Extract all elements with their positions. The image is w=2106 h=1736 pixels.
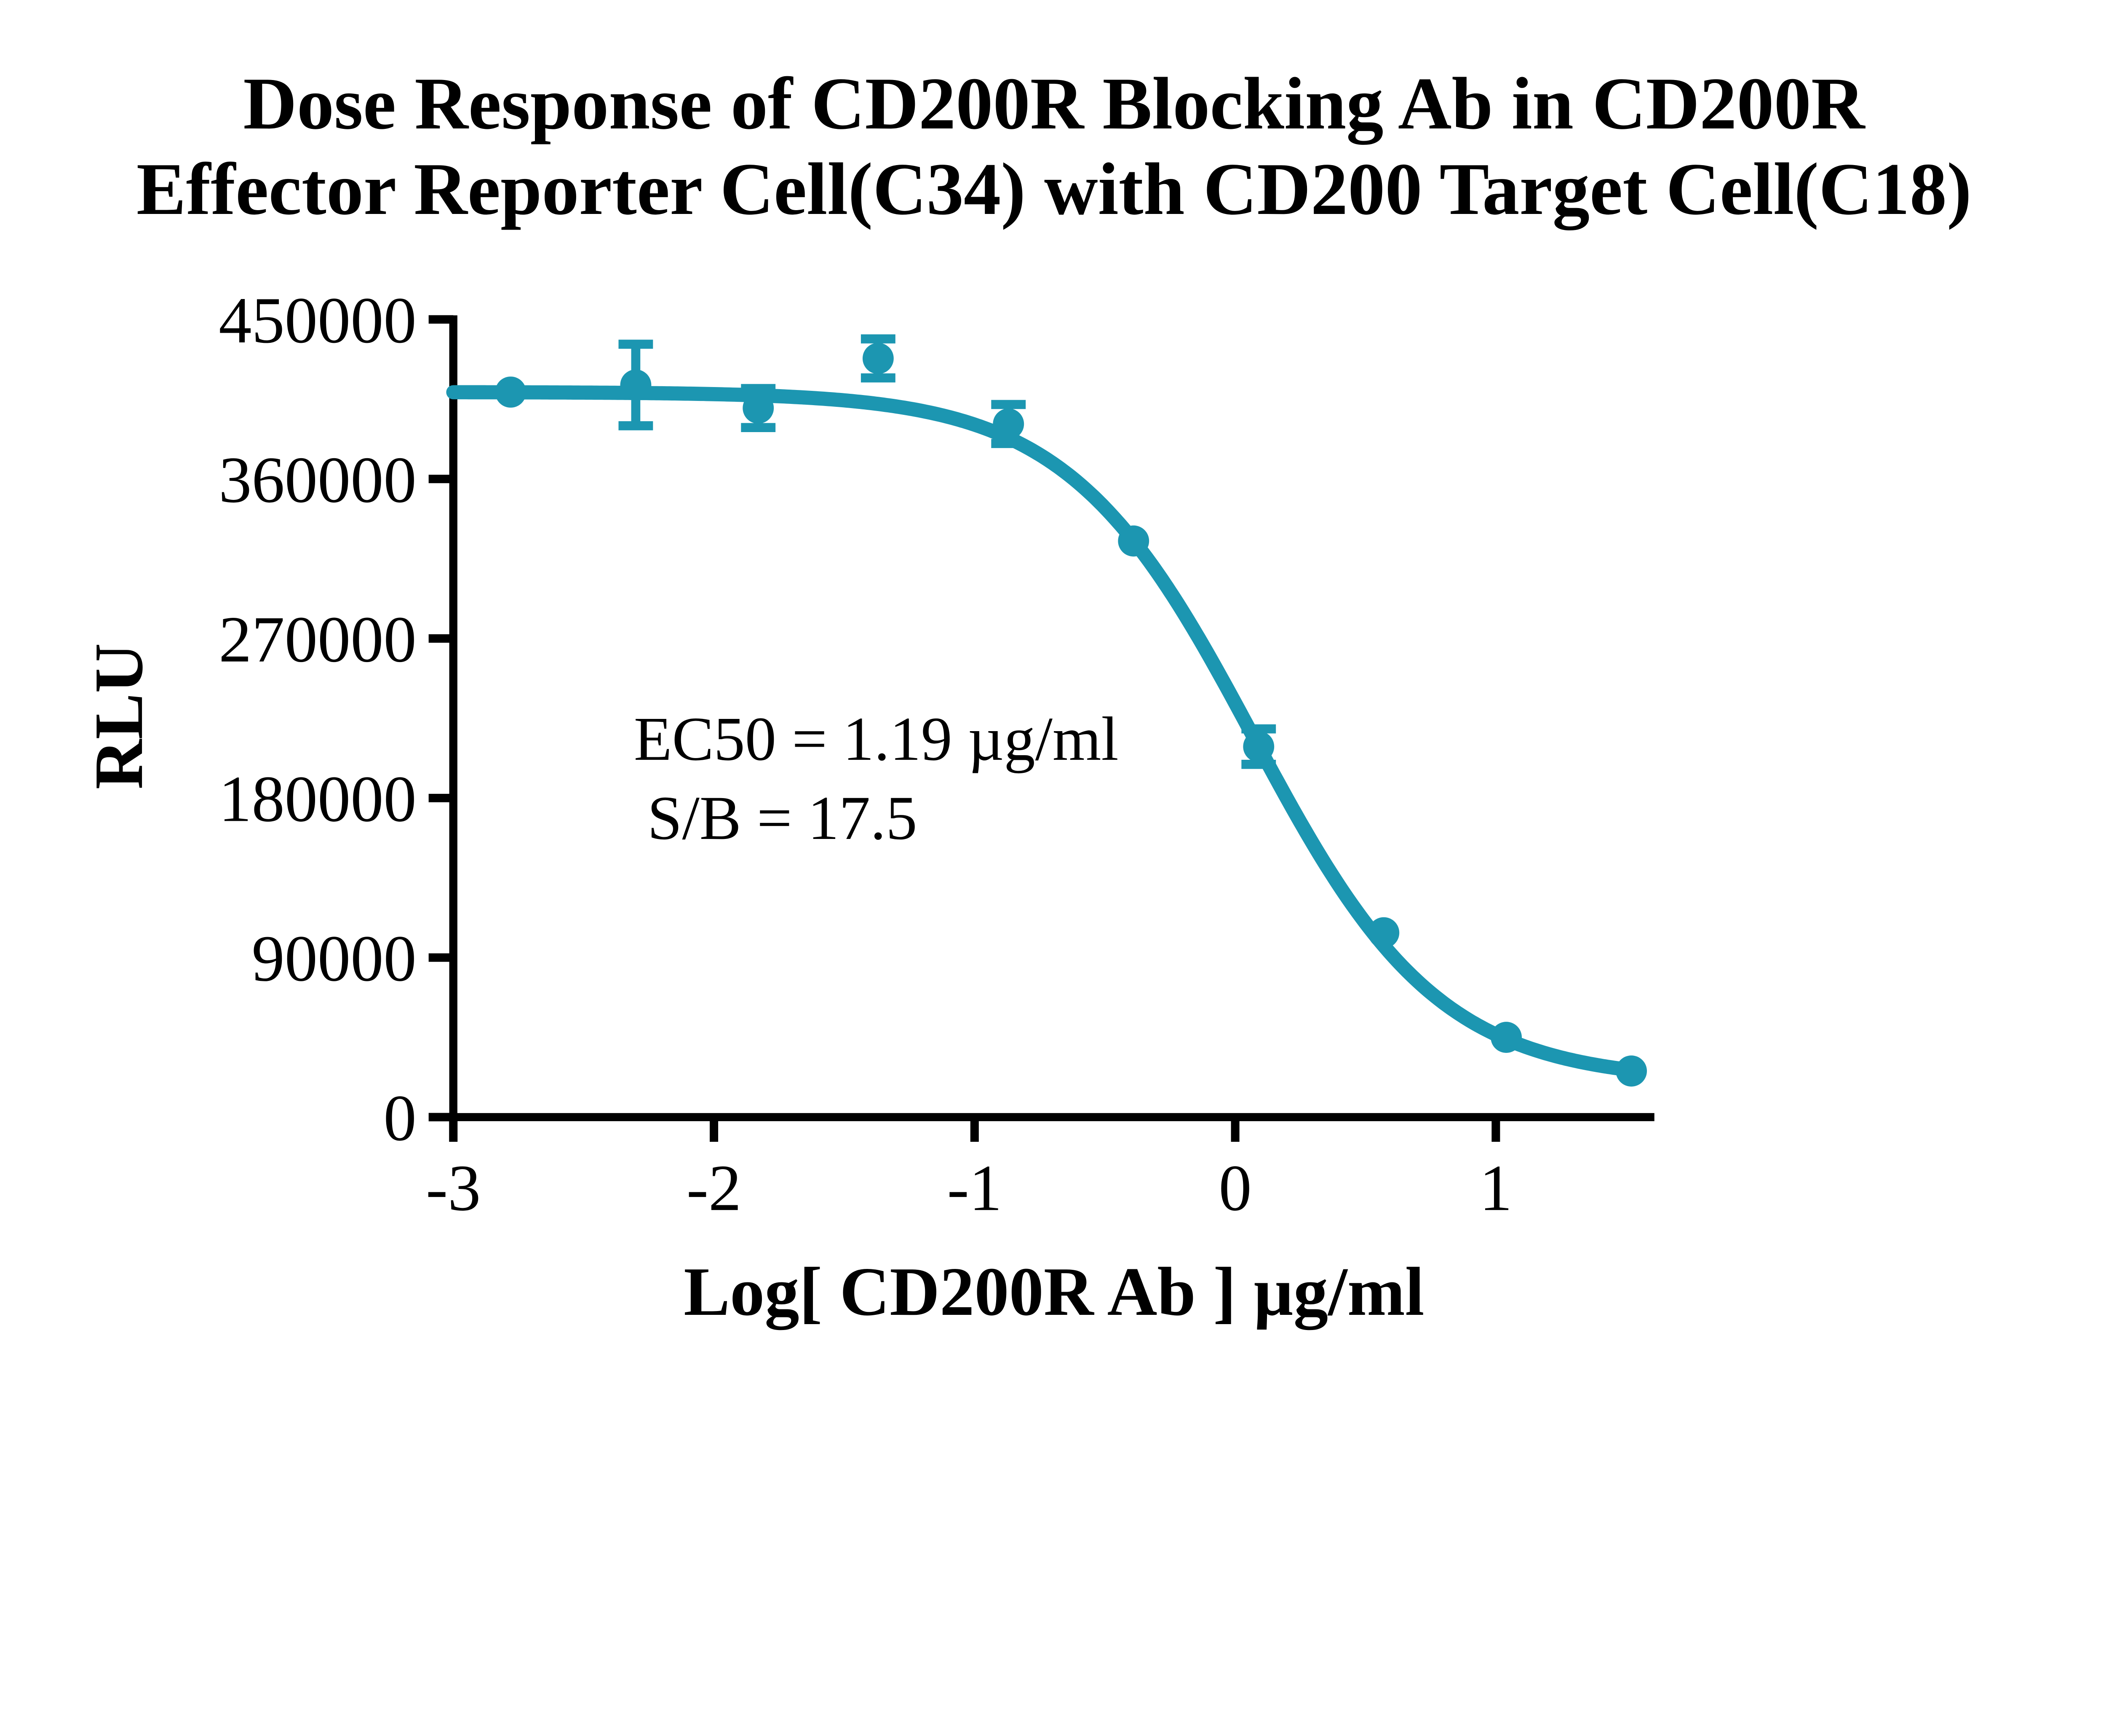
data-point-marker: [1368, 917, 1400, 948]
y-tick-label: 450000: [219, 284, 416, 357]
fit-curve: [446, 385, 1638, 1077]
dose-response-chart: Dose Response of CD200R Blocking Ab in C…: [80, 62, 1972, 1330]
error-bars: [618, 334, 1276, 769]
data-point-marker: [993, 408, 1024, 440]
y-tick-label: 0: [384, 1082, 417, 1154]
data-point-marker: [620, 369, 652, 401]
signal-background-annotation: S/B = 17.5: [647, 784, 917, 853]
chart-title-line1: Dose Response of CD200R Blocking Ab in C…: [243, 63, 1866, 145]
chart-title-line2: Effector Reporter Cell(C34) with CD200 T…: [136, 148, 1972, 230]
y-tick-label: 90000: [252, 922, 417, 995]
x-tick-label: -1: [947, 1151, 1002, 1224]
data-point-marker: [1118, 525, 1149, 557]
x-tick-label: -3: [426, 1151, 481, 1224]
data-point-marker: [1616, 1055, 1647, 1087]
ec50-annotation: EC50 = 1.19 µg/ml: [634, 705, 1119, 774]
data-point-marker: [743, 392, 774, 424]
x-tick-label: 0: [1219, 1151, 1251, 1224]
y-axis-label: RLU: [80, 643, 157, 789]
y-tick-label: 180000: [219, 762, 416, 835]
y-tick-label: 360000: [219, 443, 416, 516]
x-axis-label: Log[ CD200R Ab ] µg/ml: [684, 1253, 1424, 1330]
x-tick-label: -2: [687, 1151, 741, 1224]
x-axis-ticks: -3 -2 -1 0 1: [426, 1117, 1512, 1224]
y-tick-label: 270000: [219, 603, 416, 676]
y-axis-ticks: 0 90000 180000 270000 360000 450000: [219, 284, 454, 1154]
dose-response-curve: [446, 385, 1638, 1077]
data-point-marker: [862, 343, 894, 374]
data-point-marker: [1491, 1022, 1522, 1053]
data-point-markers: [495, 343, 1647, 1087]
data-point-marker: [495, 377, 526, 408]
data-point-marker: [1243, 731, 1275, 762]
x-tick-label: 1: [1479, 1151, 1512, 1224]
